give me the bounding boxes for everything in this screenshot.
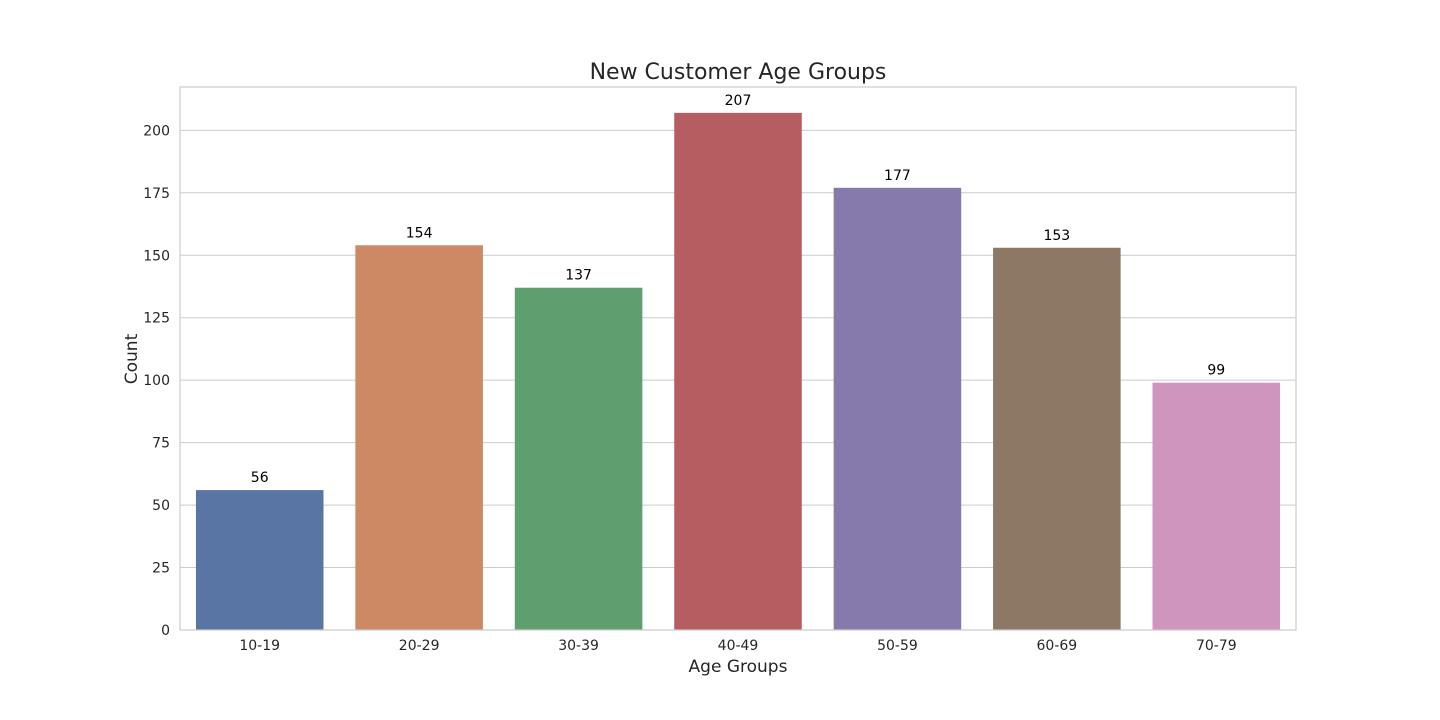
y-axis-label: Count: [122, 333, 142, 384]
x-tick-label: 10-19: [239, 638, 280, 654]
plot-frame: [179, 86, 1297, 631]
data-label-40-49: 207: [725, 93, 752, 109]
x-tick-label: 20-29: [399, 638, 440, 654]
y-tick-label: 50: [152, 498, 170, 514]
chart-title: New Customer Age Groups: [590, 60, 887, 85]
data-label-30-39: 137: [565, 268, 592, 284]
data-label-60-69: 153: [1043, 228, 1070, 244]
bar-20-29: [355, 245, 483, 631]
bar-40-49: [674, 112, 802, 631]
x-tick-label: 30-39: [558, 638, 599, 654]
x-tick-label: 40-49: [718, 638, 759, 654]
bars: [195, 112, 1281, 631]
x-axis-label: Age Groups: [689, 657, 788, 677]
y-tick-label: 25: [152, 561, 170, 577]
y-tick-label: 100: [143, 373, 170, 389]
y-tick-label: 0: [161, 623, 170, 639]
data-label-50-59: 177: [884, 168, 911, 184]
x-tick-label: 70-79: [1196, 638, 1237, 654]
y-tick-label: 150: [143, 248, 170, 264]
y-tick-label: 125: [143, 311, 170, 327]
y-tick-label: 75: [152, 436, 170, 452]
data-label-20-29: 154: [406, 225, 433, 241]
data-labels: 56 154 137 207 177 153 99: [251, 93, 1225, 486]
bar-50-59: [833, 187, 962, 630]
y-tick-label: 200: [143, 123, 170, 139]
data-label-10-19: 56: [251, 470, 269, 486]
y-tick-labels: 0 25 50 75 100 125 150 175 200: [143, 123, 170, 639]
x-tick-label: 50-59: [877, 638, 918, 654]
x-tick-label: 60-69: [1037, 638, 1078, 654]
bar-60-69: [993, 247, 1121, 630]
x-tick-labels: 10-19 20-29 30-39 40-49 50-59 60-69 70-79: [239, 638, 1236, 654]
bar-30-39: [514, 287, 643, 630]
data-label-70-79: 99: [1207, 363, 1225, 379]
y-tick-label: 175: [143, 186, 170, 202]
bar-70-79: [1152, 382, 1281, 630]
bar-10-19: [195, 490, 324, 630]
